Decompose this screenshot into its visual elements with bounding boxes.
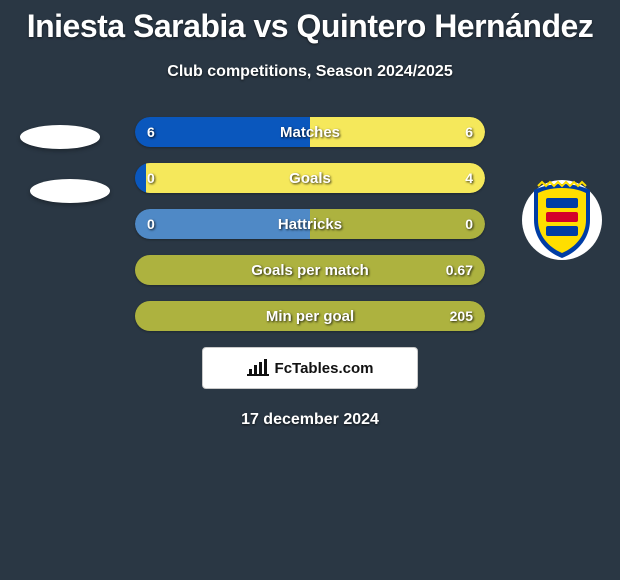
date-label: 17 december 2024 [0,411,620,429]
stat-bar-left [135,163,146,193]
stat-bar-left [135,209,310,239]
stat-bar-right [146,163,486,193]
stat-bar: Goals per match0.67 [135,255,485,285]
stat-bar-right [135,301,485,331]
subtitle: Club competitions, Season 2024/2025 [0,63,620,81]
brand-box[interactable]: FcTables.com [202,347,418,389]
stat-bar-right [310,209,485,239]
placeholder-oval-2 [30,179,110,203]
stat-bar: Matches66 [135,117,485,147]
stat-bar: Goals04 [135,163,485,193]
bar-chart-icon [247,359,269,377]
page-title: Iniesta Sarabia vs Quintero Hernández [0,8,620,45]
brand-label: FcTables.com [275,360,374,377]
placeholder-oval-1 [20,125,100,149]
stat-bar: Hattricks00 [135,209,485,239]
stat-bar-left [135,117,310,147]
comparison-card: Iniesta Sarabia vs Quintero Hernández Cl… [0,0,620,429]
stats-bars: Matches66 Goals04 Hattricks00 Goals per mat… [135,117,485,331]
villarreal-crest-icon [528,180,596,260]
stat-bar: Min per goal205 [135,301,485,331]
stat-bar-right [135,255,485,285]
stat-bar-right [310,117,485,147]
team-badge-right [522,180,602,260]
